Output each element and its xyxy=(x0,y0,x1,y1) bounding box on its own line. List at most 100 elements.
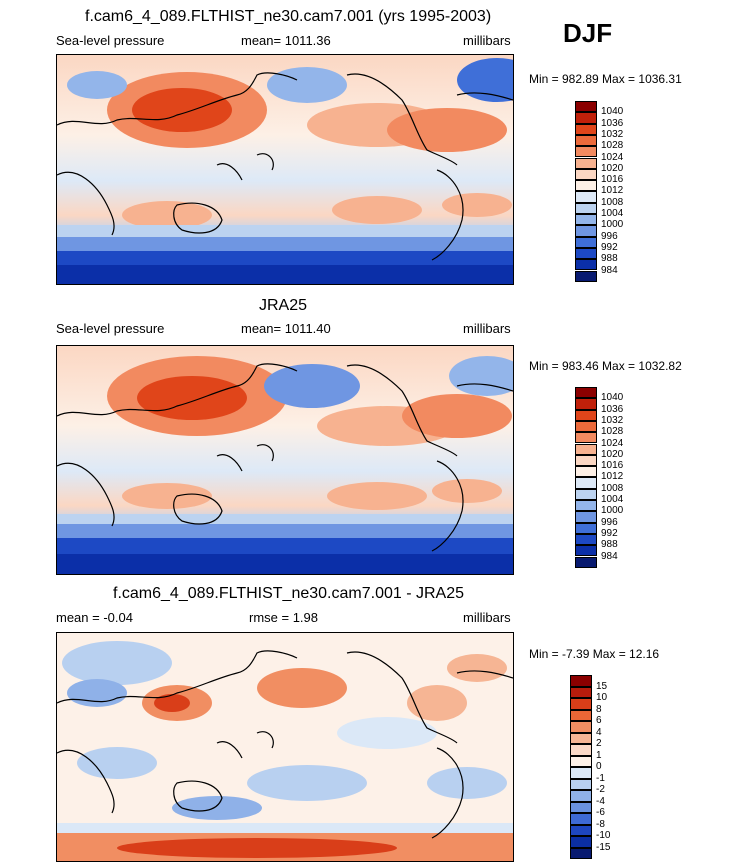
panel3-colorbar-box xyxy=(570,755,592,767)
panel2-colorbar-box xyxy=(575,522,597,534)
panel2-variable-label: Sea-level pressure xyxy=(56,321,165,336)
panel2-mean-label: mean= 1011.40 xyxy=(241,321,331,336)
panel3-colorbar-box xyxy=(570,744,592,756)
panel3-colorbar-box xyxy=(570,778,592,790)
panel2-colorbar-box xyxy=(575,432,597,444)
panel3-rmse-label: rmse = 1.98 xyxy=(249,610,319,625)
panel2-colorbar: 1040 1036 1032 1028 1024 1020 1016 1012 1008 1004… xyxy=(575,387,665,568)
panel1-colorbar-box xyxy=(575,259,597,271)
panel3-colorbar-level-label: -10 xyxy=(596,830,611,841)
panel3-coastlines xyxy=(57,650,513,839)
panel1-colorbar-level-label: 996 xyxy=(601,230,618,242)
panel2-title: JRA25 xyxy=(259,297,308,314)
panel3-minmax-label: Min = -7.39 Max = 12.16 xyxy=(529,647,660,661)
panel2-colorbar-box xyxy=(575,443,597,455)
panel1-colorbar-box xyxy=(575,157,597,169)
panel3-colorbar-level-label: 0 xyxy=(596,761,602,772)
panel1-colorbar-level-label: 1004 xyxy=(601,208,624,219)
panel1-colorbar-box xyxy=(575,134,597,147)
panel2-colorbar-box xyxy=(575,533,597,546)
panel1-colorbar-level-label: 1032 xyxy=(601,128,624,140)
panel2-colorbar-level-label: 1024 xyxy=(601,437,624,449)
panel1-colorbar-level-label: 1020 xyxy=(601,162,624,174)
panel2-colorbar-box xyxy=(575,477,597,489)
panel3-colorbar-level-label: 8 xyxy=(596,703,602,715)
panel2-colorbar-level-label: 984 xyxy=(601,550,618,562)
panel2-colorbar-box xyxy=(575,454,597,467)
panel2-coastlines xyxy=(57,363,513,552)
panel1-colorbar-level-label: 1016 xyxy=(601,174,624,186)
panel3-colorbar-level-label: 10 xyxy=(596,692,608,703)
panel1-colorbar-level-label: 1000 xyxy=(601,219,624,231)
panel1-units-label: millibars xyxy=(463,33,511,48)
panel3-map xyxy=(56,632,514,862)
panel3-colorbar-box xyxy=(570,709,592,721)
panel3-colorbar-level-label: -6 xyxy=(596,807,605,818)
panel3-colorbar-level-label: -1 xyxy=(596,772,605,784)
panel1-colorbar-box xyxy=(575,214,597,226)
panel2-colorbar-level-label: 988 xyxy=(601,539,618,551)
panel2-colorbar-level-label: 996 xyxy=(601,516,618,528)
panel2-colorbar-level-label: 1016 xyxy=(601,460,624,472)
panel3-colorbar-level-label: 1 xyxy=(596,749,602,761)
panel1-colorbar-box xyxy=(575,270,597,282)
panel1-variable-label: Sea-level pressure xyxy=(56,33,165,48)
panel2-colorbar-level-label: 992 xyxy=(601,527,618,539)
panel1-colorbar-box xyxy=(575,112,597,124)
panel1-minmax-label: Min = 982.89 Max = 1036.31 xyxy=(529,72,682,86)
panel1-colorbar-level-label: 992 xyxy=(601,241,618,253)
panel3-colorbar-box xyxy=(570,686,592,698)
panel3-colorbar-box xyxy=(570,767,592,779)
panel1-coastlines xyxy=(57,72,513,261)
panel3-colorbar-level-label: -8 xyxy=(596,818,605,830)
panel1-colorbar-box xyxy=(575,180,597,192)
panel2-icelandic-low xyxy=(449,356,513,396)
panel1-aleutian-low xyxy=(267,67,347,103)
panel1-colorbar: 1040 1036 1032 1028 1024 1020 1016 1012 1008 1004… xyxy=(575,101,665,282)
panel1-colorbar-box xyxy=(575,236,597,248)
panel3-colorbar-box xyxy=(570,801,592,813)
panel2-colorbar-level-label: 1020 xyxy=(601,448,624,460)
panel1-icelandic-low xyxy=(457,58,513,102)
season-label: DJF xyxy=(563,18,613,48)
panel3-mean-label: mean = -0.04 xyxy=(56,610,133,625)
panel1-colorbar-level-label: 988 xyxy=(601,253,618,265)
panel3-colorbar: 15 10 8 6 4 2 1 0 -1 -2 -4 -6 -8 -10 -15 xyxy=(570,675,660,859)
panel2-units-label: millibars xyxy=(463,321,511,336)
panel3-colorbar-box xyxy=(570,698,592,710)
panel3-colorbar-box xyxy=(570,721,592,733)
panel2-colorbar-level-label: 1000 xyxy=(601,505,624,517)
panel3-colorbar-box xyxy=(570,824,592,836)
panel2-colorbar-box xyxy=(575,466,597,478)
panel1-colorbar-box xyxy=(575,191,597,203)
panel1-colorbar-box xyxy=(575,123,597,135)
panel2-aleutian-low xyxy=(264,364,360,408)
panel3-colorbar-level-label: 15 xyxy=(596,680,608,692)
panel1-colorbar-box xyxy=(575,168,597,181)
panel1-title: f.cam6_4_089.FLTHIST_ne30.cam7.001 (yrs … xyxy=(85,8,492,25)
panel1-colorbar-box xyxy=(575,247,597,260)
panel3-colorbar-box xyxy=(570,847,592,859)
panel2-colorbar-box xyxy=(575,545,597,557)
panel1-colorbar-box xyxy=(575,202,597,214)
panel3-colorbar-level-label: 2 xyxy=(596,738,602,749)
panel1-colorbar-level-label: 1036 xyxy=(601,117,624,129)
panel2-colorbar-level-label: 1036 xyxy=(601,403,624,415)
panel1-colorbar-level-label: 1028 xyxy=(601,140,624,152)
panel3-colorbar-box xyxy=(570,813,592,825)
panel2-colorbar-box xyxy=(575,556,597,568)
panel2-colorbar-level-label: 1032 xyxy=(601,414,624,426)
panel1-colorbar-level-label: 1024 xyxy=(601,151,624,163)
panel1-mean-label: mean= 1011.36 xyxy=(241,33,331,48)
panel2-colorbar-level-label: 1028 xyxy=(601,426,624,438)
panel3-colorbar-level-label: -2 xyxy=(596,784,605,795)
panel2-colorbar-box xyxy=(575,398,597,410)
panel3-colorbar-box xyxy=(570,675,592,687)
panel3-colorbar-box xyxy=(570,790,592,802)
panel1-colorbar-box xyxy=(575,225,597,237)
panel2-colorbar-level-label: 1040 xyxy=(601,392,624,404)
panel1-colorbar-box xyxy=(575,101,597,113)
panel2-colorbar-box xyxy=(575,488,597,500)
panel1-colorbar-level-label: 1012 xyxy=(601,185,624,197)
panel1-colorbar-level-label: 1040 xyxy=(601,106,624,118)
